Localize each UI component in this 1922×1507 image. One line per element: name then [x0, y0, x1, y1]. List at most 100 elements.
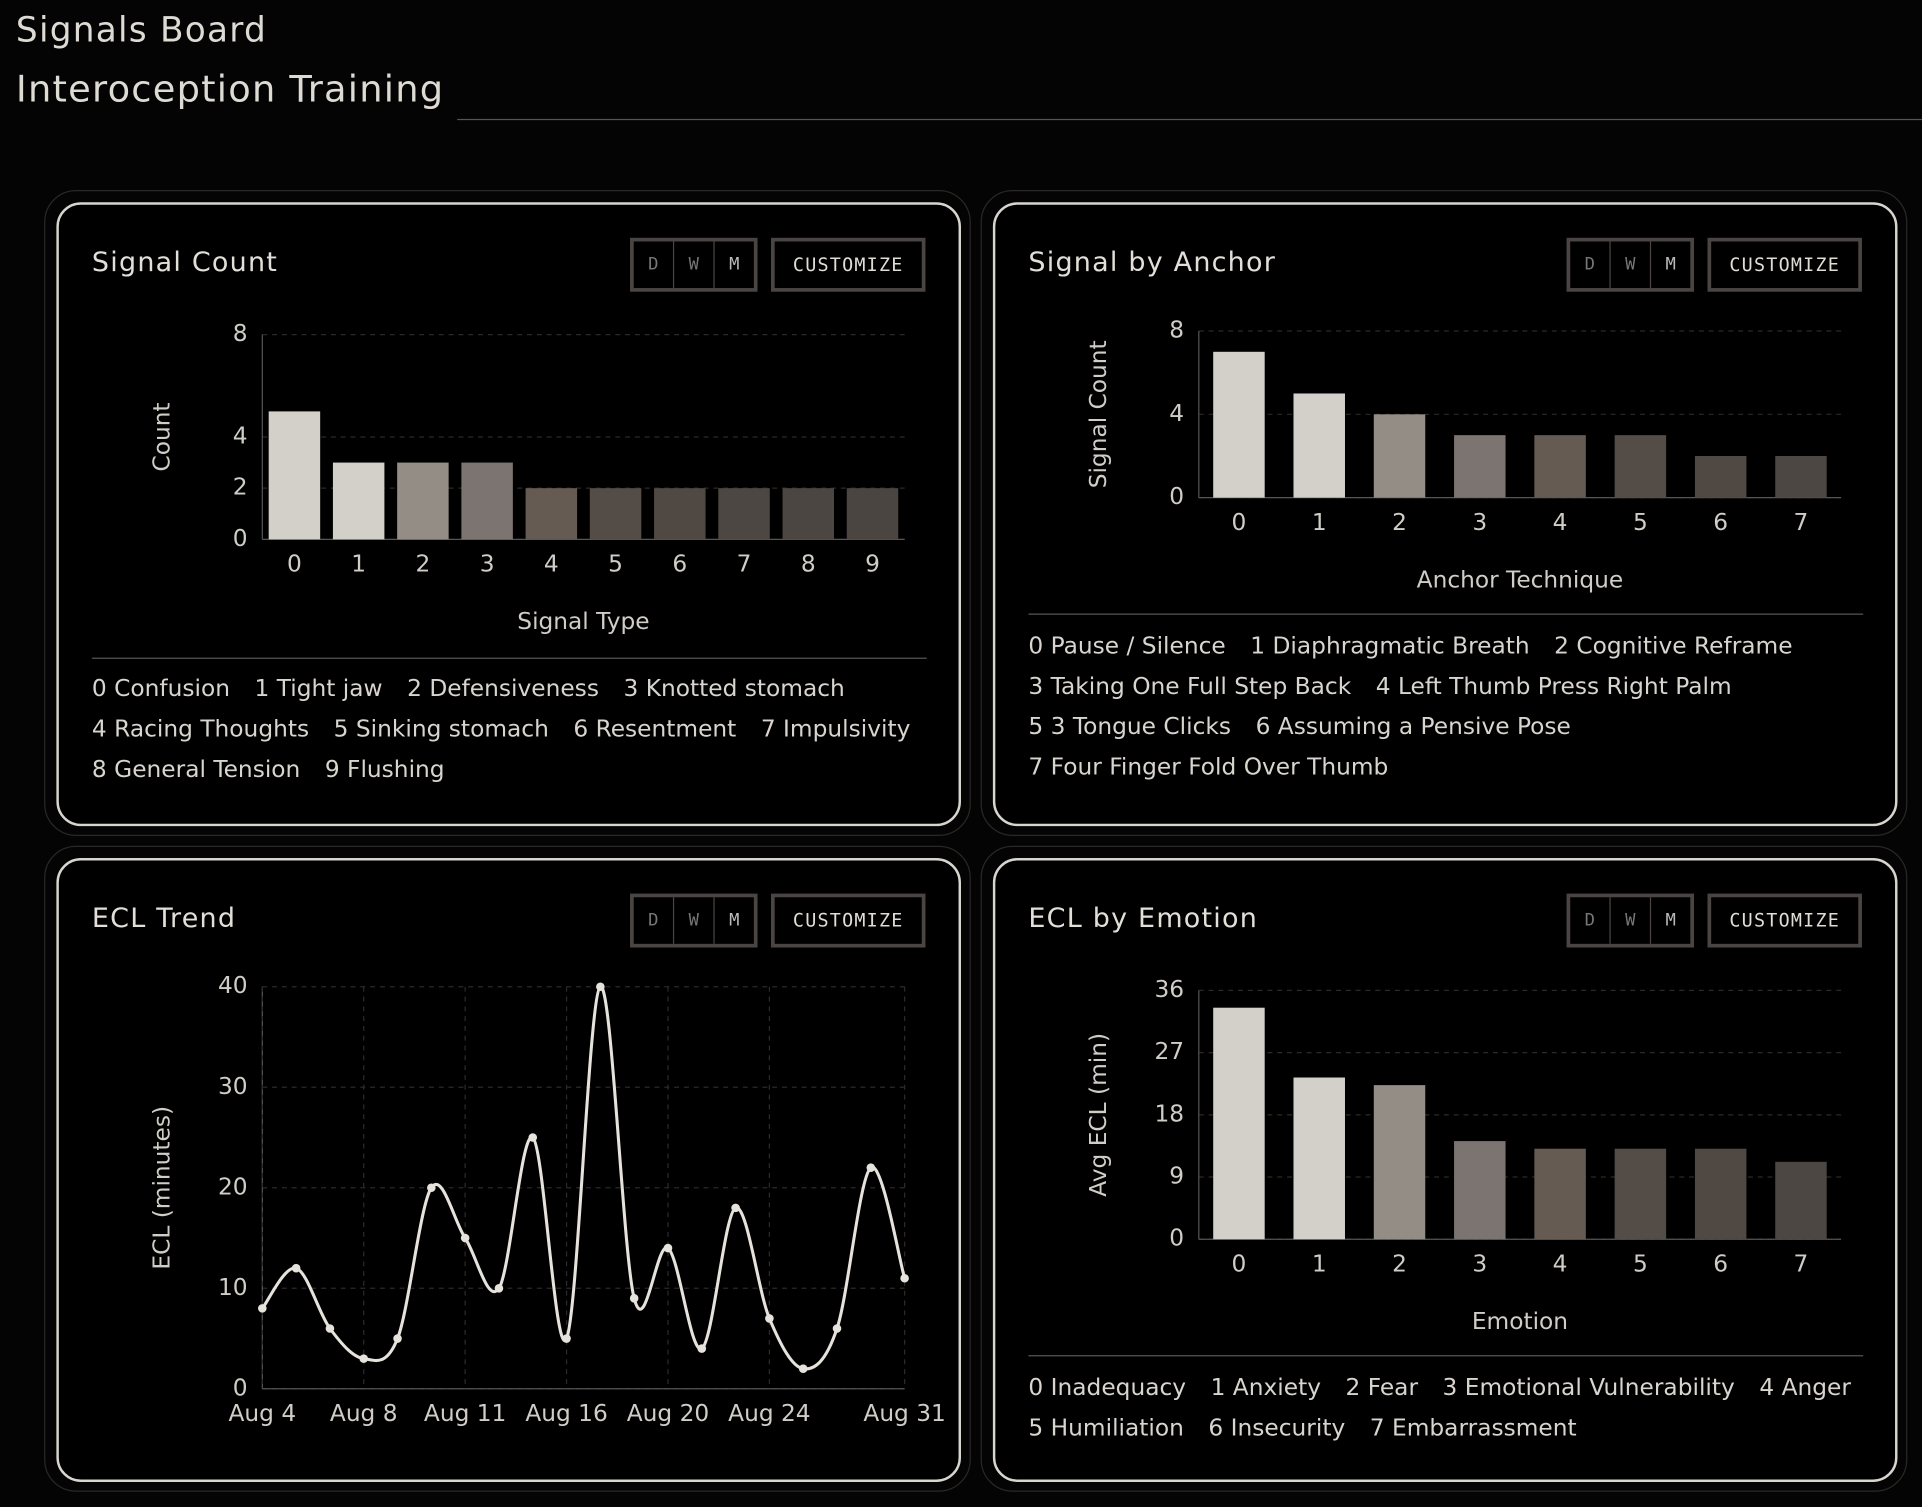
- period-button[interactable]: W: [674, 897, 715, 944]
- y-tick-label: 8: [1169, 316, 1184, 343]
- x-tick-label: 9: [865, 551, 880, 578]
- y-tick-label: 18: [1154, 1100, 1184, 1127]
- bar: [654, 488, 706, 540]
- data-point: [798, 1364, 808, 1373]
- bar: [461, 462, 513, 540]
- x-tick-label: 2: [1392, 509, 1407, 536]
- data-point: [393, 1334, 402, 1343]
- x-tick-label: 6: [1713, 1250, 1728, 1277]
- data-point: [731, 1203, 740, 1213]
- y-tick-label: 0: [233, 1374, 248, 1401]
- x-tick-label: 0: [1232, 509, 1247, 536]
- y-tick-label: 0: [1169, 1225, 1184, 1252]
- x-tick-label: Aug 11: [424, 1400, 506, 1427]
- bar: [332, 462, 385, 540]
- key-item: 4 Anger: [1759, 1374, 1851, 1402]
- data-point: [596, 982, 605, 992]
- data-point: [765, 1314, 774, 1323]
- chart-title: Signal by Anchor: [1028, 247, 1276, 278]
- x-tick-label: 7: [1794, 509, 1809, 536]
- data-point: [832, 1324, 842, 1333]
- key-item: 3 Emotional Vulnerability: [1442, 1374, 1735, 1402]
- key-item: 5 Sinking stomach: [333, 715, 549, 743]
- board-title: Signals Board: [15, 9, 267, 51]
- x-tick-label: 4: [544, 551, 559, 578]
- bar: [1534, 435, 1586, 498]
- x-tick-label: 1: [351, 551, 366, 578]
- x-tick-label: Aug 8: [330, 1400, 398, 1427]
- x-tick-label: 4: [1553, 509, 1568, 536]
- bar: [846, 488, 899, 540]
- y-axis-title: Avg ECL (min): [1085, 1033, 1112, 1197]
- customize-button[interactable]: CUSTOMIZE: [1707, 893, 1862, 948]
- bar: [1694, 455, 1747, 498]
- period-button[interactable]: D: [1570, 241, 1611, 289]
- period-button[interactable]: W: [674, 241, 715, 289]
- data-point: [562, 1334, 571, 1343]
- x-axis-title: Signal Type: [517, 608, 649, 635]
- data-point: [900, 1273, 909, 1283]
- period-button[interactable]: M: [1665, 910, 1676, 931]
- x-tick-label: 7: [737, 551, 752, 578]
- y-axis-title: ECL (minutes): [149, 1106, 176, 1270]
- customize-button[interactable]: CUSTOMIZE: [771, 893, 926, 948]
- x-tick-label: 1: [1312, 509, 1327, 536]
- panel-outline: [980, 189, 1908, 836]
- key-item: 0 Confusion: [91, 675, 231, 703]
- period-button[interactable]: M: [1665, 254, 1676, 275]
- x-tick-label: 2: [1392, 1250, 1407, 1277]
- key-item: 5 3 Tongue Clicks: [1028, 713, 1232, 741]
- bar: [1373, 414, 1426, 498]
- bar: [589, 488, 642, 540]
- data-point: [460, 1233, 470, 1243]
- bar: [397, 462, 449, 540]
- data-point: [258, 1304, 267, 1313]
- bar: [1694, 1148, 1747, 1240]
- bar: [1293, 393, 1345, 498]
- x-tick-label: 5: [1633, 509, 1648, 536]
- chart-panel: Signal by Anchor 0 4 8 Signal Count Anchor Te…: [992, 202, 1898, 827]
- key-item: 6 Insecurity: [1208, 1414, 1346, 1442]
- panel-outline: [980, 845, 1908, 1492]
- customize-button[interactable]: CUSTOMIZE: [1707, 237, 1862, 292]
- period-button[interactable]: W: [1611, 241, 1652, 289]
- bar: [782, 488, 835, 540]
- y-axis-title: Signal Count: [1085, 340, 1112, 488]
- x-tick-label: Aug 16: [525, 1400, 607, 1427]
- key-item: 2 Cognitive Reframe: [1554, 632, 1793, 660]
- y-tick-label: 0: [1169, 483, 1184, 510]
- period-button[interactable]: M: [729, 910, 740, 931]
- data-point: [359, 1354, 369, 1363]
- x-tick-label: Aug 4: [228, 1400, 296, 1427]
- period-button[interactable]: D: [634, 897, 675, 944]
- chart: Signal by Anchor 0 4 8 Signal Count Anchor Te…: [1028, 247, 1864, 615]
- data-point: [325, 1324, 335, 1333]
- key-item: 8 General Tension: [91, 756, 301, 784]
- x-tick-label: 6: [672, 551, 687, 578]
- data-point: [697, 1344, 707, 1353]
- x-tick-label: 4: [1553, 1250, 1568, 1277]
- period-button[interactable]: M: [729, 254, 740, 275]
- bar: [1373, 1085, 1426, 1240]
- period-button[interactable]: D: [1570, 897, 1611, 944]
- key-item: 6 Resentment: [573, 715, 737, 743]
- y-tick-label: 40: [218, 972, 248, 999]
- bar: [1614, 1148, 1667, 1240]
- line-series: [261, 985, 907, 1371]
- key-item: 7 Four Finger Fold Over Thumb: [1028, 753, 1389, 781]
- customize-button[interactable]: CUSTOMIZE: [771, 237, 926, 292]
- data-point: [494, 1283, 504, 1293]
- header-rule: [457, 118, 1922, 121]
- y-tick-label: 27: [1154, 1038, 1184, 1065]
- bar: [1293, 1077, 1345, 1240]
- key-item: 4 Racing Thoughts: [91, 715, 310, 743]
- key-list: 0 Pause / Silence 1 Diaphragmatic Breath 2…: [1028, 632, 1874, 780]
- board-subtitle: Interoception Training: [15, 68, 445, 112]
- period-button[interactable]: W: [1611, 897, 1652, 944]
- period-button[interactable]: D: [634, 241, 675, 289]
- x-tick-label: 0: [1232, 1250, 1247, 1277]
- key-item: 1 Tight jaw: [254, 675, 383, 703]
- key-list: 0 Inadequacy 1 Anxiety 2 Fear 3 Emotional V…: [1028, 1374, 1874, 1441]
